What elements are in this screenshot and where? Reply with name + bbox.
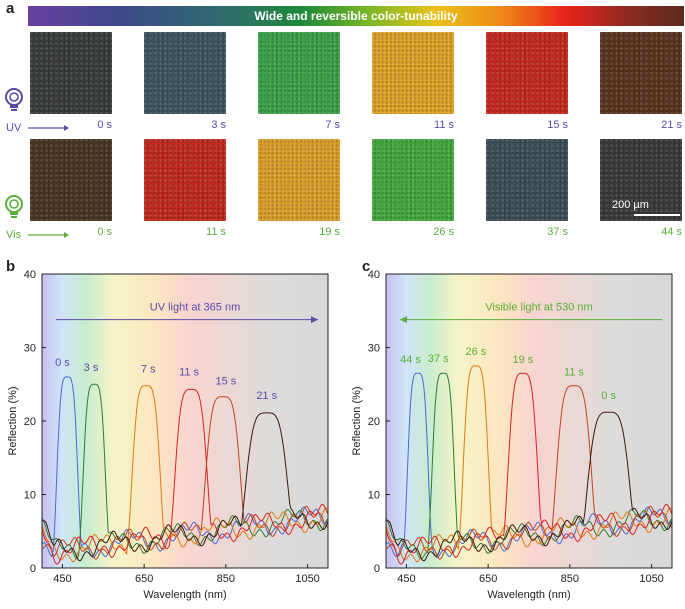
series-label: 7 s: [141, 363, 156, 375]
y-tick-label: 10: [368, 490, 380, 502]
arrow-head: [311, 316, 318, 324]
y-tick-label: 40: [368, 270, 380, 281]
y-tick-label: 20: [368, 416, 380, 428]
vis-tile-3: [372, 139, 454, 221]
vis-label: Vis: [6, 229, 22, 241]
spectrum-line: [41, 388, 329, 565]
uv-tile-3: [372, 32, 454, 114]
chart-b: 0 10 20 30 40 450 650 850 1050 Wavelength (nm) Ref…: [7, 270, 329, 601]
uv-time-label: 3 s: [211, 119, 226, 131]
arrow-head: [400, 316, 407, 324]
uv-arrow-icon: [28, 125, 69, 131]
vis-tile-5: [600, 139, 682, 221]
series-label: 19 s: [512, 354, 533, 366]
uv-time-label: 21 s: [661, 119, 682, 131]
x-tick-label: 450: [397, 573, 415, 585]
light-annotation: UV light at 365 nm: [150, 302, 241, 314]
uv-tile-5: [600, 32, 682, 114]
y-tick-label: 20: [24, 416, 36, 428]
banner-text: Wide and reversible color-tunability: [254, 9, 458, 23]
spectrum-line: [41, 412, 329, 562]
uv-label: UV: [6, 122, 22, 134]
series-label: 44 s: [400, 354, 421, 366]
light-annotation: Visible light at 530 nm: [485, 302, 592, 314]
uv-lightbulb-icon: [5, 88, 23, 111]
series-label: 15 s: [215, 375, 236, 387]
vis-tile-0: [30, 139, 112, 221]
spectrum-line: [385, 372, 673, 565]
series-label: 26 s: [465, 346, 486, 358]
spectrum-line: [385, 372, 673, 560]
spectrum-line: [385, 372, 673, 559]
vis-time-label: 19 s: [319, 226, 340, 238]
series-label: 0 s: [55, 357, 70, 369]
vis-time-label: 37 s: [547, 226, 568, 238]
x-tick-label: 1050: [639, 573, 663, 585]
spectrum-line: [385, 365, 672, 563]
y-axis-label: Reflection (%): [7, 386, 19, 455]
spectrum-line: [385, 411, 673, 562]
plot-background: [42, 274, 328, 568]
panel-a-letter: a: [6, 0, 15, 17]
series-label: 0 s: [601, 390, 616, 402]
series-label: 21 s: [256, 390, 277, 402]
spectrum-line: [41, 385, 328, 563]
uv-time-label: 0 s: [97, 119, 112, 131]
panel-c-letter: c: [362, 258, 371, 275]
x-tick-label: 450: [53, 573, 71, 585]
series-label: 3 s: [84, 362, 99, 374]
y-tick-label: 40: [24, 270, 36, 281]
vis-tile-1: [144, 139, 226, 221]
uv-time-label: 15 s: [547, 119, 568, 131]
chart-c: 0 10 20 30 40 450 650 850 1050 Wavelength (nm) Ref…: [351, 270, 673, 601]
series-label: 37 s: [428, 353, 449, 365]
vis-tile-2: [258, 139, 340, 221]
y-tick-label: 30: [368, 343, 380, 355]
x-tick-label: 650: [479, 573, 497, 585]
y-tick-label: 10: [24, 490, 36, 502]
uv-time-label: 7 s: [325, 119, 340, 131]
y-tick-label: 0: [374, 563, 380, 575]
y-axis-label: Reflection (%): [351, 386, 363, 455]
plot-background: [386, 274, 672, 568]
vis-time-label: 26 s: [433, 226, 454, 238]
x-tick-label: 850: [217, 573, 235, 585]
vis-time-label: 11 s: [206, 226, 226, 238]
scale-bar: [634, 214, 680, 216]
x-tick-label: 650: [135, 573, 153, 585]
vis-arrow-icon: [28, 232, 69, 238]
x-tick-label: 1050: [295, 573, 319, 585]
spectrum-line: [41, 383, 329, 560]
y-tick-label: 0: [30, 563, 36, 575]
y-tick-label: 30: [24, 343, 36, 355]
uv-tile-4: [486, 32, 568, 114]
vis-time-label: 44 s: [661, 226, 682, 238]
spectrum-line: [385, 385, 672, 560]
vis-time-label: 0 s: [97, 226, 112, 238]
uv-time-label: 11 s: [434, 119, 454, 131]
vis-lightbulb-icon: [5, 195, 23, 218]
spectrum-line: [41, 396, 328, 560]
series-label: 11 s: [564, 366, 584, 378]
spectrum-line: [41, 376, 329, 559]
vis-tile-4: [486, 139, 568, 221]
x-axis-label: Wavelength (nm): [487, 589, 570, 601]
color-tunability-banner: Wide and reversible color-tunability: [28, 6, 684, 26]
series-label: 11 s: [179, 366, 199, 378]
scale-bar-label: 200 µm: [612, 199, 649, 211]
panel-b-letter: b: [6, 258, 16, 275]
uv-tile-1: [144, 32, 226, 114]
x-tick-label: 850: [561, 573, 579, 585]
uv-tile-0: [30, 32, 112, 114]
uv-tile-2: [258, 32, 340, 114]
x-axis-label: Wavelength (nm): [143, 589, 226, 601]
